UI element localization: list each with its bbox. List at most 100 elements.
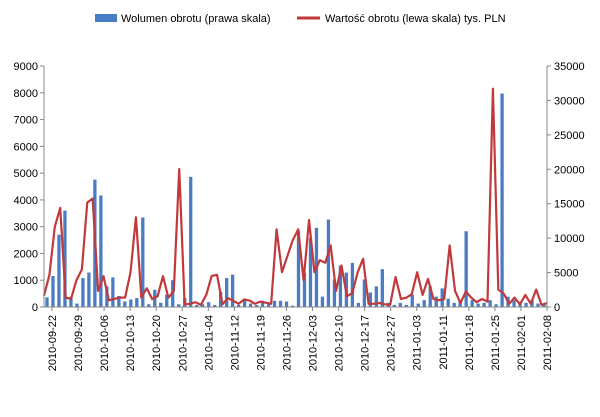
bar-volume	[290, 305, 295, 307]
x-tick-label: 2011-01-03	[412, 315, 424, 370]
bar-volume	[99, 195, 103, 307]
bar-volume	[350, 262, 355, 307]
bar-volume	[159, 302, 163, 307]
bar-volume	[165, 294, 169, 307]
axes: 0 1000 2000 3000 4000 5000 6000 7000 8000 9000 0 50…	[14, 61, 585, 371]
bar-volume	[260, 300, 265, 307]
x-tick-label: 2010-12-10	[334, 315, 346, 371]
bar-volume	[470, 300, 474, 307]
bar-volume	[512, 300, 516, 307]
bar-volume	[278, 300, 283, 307]
y-left-tick-label: 7000	[14, 115, 38, 127]
bar-volume	[266, 304, 271, 307]
bar-volume	[177, 304, 181, 307]
y-left-tick-label: 5000	[14, 168, 38, 180]
y-right-tick-label: 30000	[554, 95, 585, 107]
bar-volume	[428, 286, 432, 307]
bar-volume	[195, 304, 199, 307]
bar-volume	[422, 300, 426, 307]
y-left-tick-label: 0	[32, 302, 38, 314]
bar-volume	[117, 295, 121, 307]
y-right-tick-label: 10000	[554, 233, 585, 245]
x-tick-label: 2010-11-26	[281, 315, 293, 370]
bar-volume	[189, 176, 193, 307]
bar-volume	[57, 234, 61, 307]
bar-volume	[69, 296, 73, 307]
bar-volume	[135, 298, 139, 307]
bar-volume	[141, 217, 145, 307]
y-right-tick-label: 25000	[554, 130, 585, 142]
x-tick-label: 2010-10-06	[99, 315, 111, 371]
bar-volume	[87, 272, 91, 307]
bar-volume	[230, 274, 235, 307]
y-right-tick-label: 0	[554, 302, 560, 314]
x-tick-label: 2010-11-19	[255, 315, 267, 370]
x-tick-label: 2010-11-04	[203, 315, 215, 370]
x-tick-label: 2010-12-17	[360, 315, 372, 371]
bar-volume	[201, 304, 205, 307]
bar-volume	[254, 304, 259, 307]
bar-volume	[500, 93, 504, 307]
legend-label-volume: Wolumen obrotu (prawa skala)	[121, 13, 271, 25]
bar-volume	[111, 277, 115, 307]
bar-volume	[380, 269, 384, 307]
legend-swatch-volume	[95, 14, 117, 22]
bar-volume	[356, 302, 361, 307]
bar-volume	[488, 300, 492, 307]
bar-volume	[464, 231, 468, 307]
bar-volume	[404, 304, 408, 307]
y-left-tick-label: 8000	[14, 88, 38, 100]
bar-volume	[374, 286, 378, 307]
y-left-tick-label: 3000	[14, 222, 38, 234]
legend: Wolumen obrotu (prawa skala) Wartość obr…	[95, 13, 506, 25]
bar-volume	[536, 303, 540, 307]
bar-volume	[272, 300, 277, 307]
y-right-tick-label: 5000	[554, 268, 578, 280]
y-right-tick-label: 35000	[554, 61, 585, 73]
bar-volume	[476, 303, 480, 307]
bar-volume	[51, 276, 55, 307]
x-tick-label: 2010-09-29	[73, 315, 85, 371]
bar-volume	[434, 296, 438, 307]
bar-volume	[75, 303, 79, 307]
legend-label-value: Wartość obrotu (lewa skala) tys. PLN	[325, 13, 506, 25]
bar-volume	[338, 265, 343, 307]
bar-volume	[482, 302, 486, 307]
bar-volume	[302, 272, 307, 307]
y-left-tick-label: 2000	[14, 248, 38, 260]
x-tick-label: 2010-10-20	[151, 315, 163, 371]
bar-volume	[410, 294, 414, 307]
x-tick-label: 2011-01-18	[464, 315, 476, 370]
bar-volume	[326, 219, 331, 307]
bar-volume	[542, 303, 546, 307]
x-tick-label: 2010-11-12	[229, 315, 241, 370]
x-tick-label: 2011-02-01	[516, 315, 528, 370]
line-value	[42, 87, 548, 306]
y-left-tick-label: 9000	[14, 61, 38, 73]
y-left-tick-label: 6000	[14, 141, 38, 153]
x-tick-label: 2011-02-08	[542, 315, 554, 370]
y-left-tick-label: 1000	[14, 275, 38, 287]
bar-volume	[213, 304, 217, 307]
bar-volume	[362, 279, 367, 307]
bar-volume	[284, 301, 289, 307]
bar-volume	[45, 297, 49, 307]
bar-volume	[236, 304, 241, 307]
y-right-tick-label: 15000	[554, 199, 585, 211]
bar-volume	[224, 278, 229, 307]
bar-volume	[105, 286, 109, 307]
x-tick-label: 2011-01-25	[490, 315, 502, 370]
bar-volume	[207, 302, 211, 307]
x-tick-label: 2010-10-27	[177, 315, 189, 371]
plot-area	[42, 87, 548, 307]
bar-volume	[332, 279, 337, 307]
bar-volume	[524, 302, 528, 307]
x-tick-label: 2010-12-27	[386, 315, 398, 371]
bar-volume	[308, 238, 313, 307]
x-tick-label: 2010-10-13	[125, 315, 137, 371]
bar-volume	[123, 301, 127, 307]
bar-volume	[494, 304, 498, 307]
bar-volume	[368, 292, 372, 307]
bar-volume	[81, 278, 85, 307]
